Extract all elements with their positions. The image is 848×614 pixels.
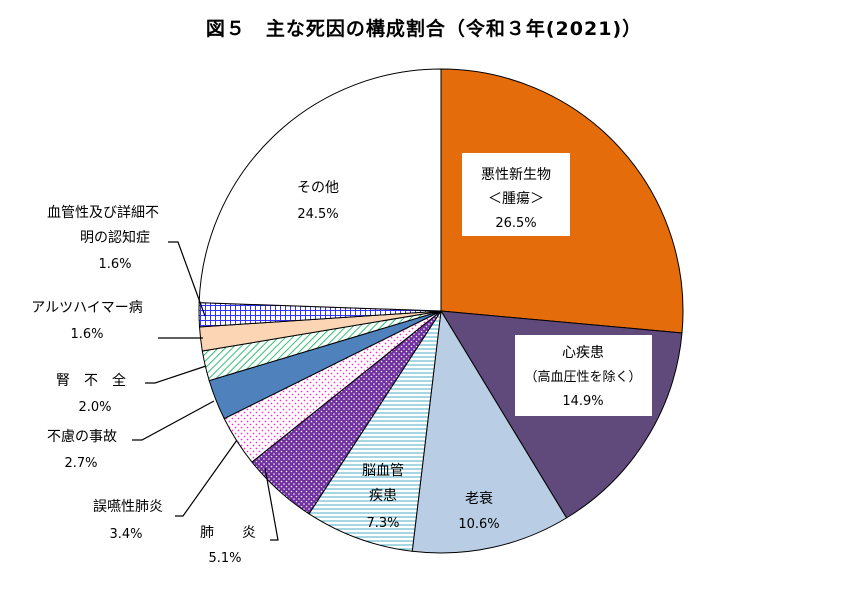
slice-value-stroke: 7.3% (366, 516, 399, 531)
slice-value-alzheimer: 1.6% (70, 327, 103, 342)
pie-slice-stroke (308, 310, 442, 552)
slice-label-other: その他 (297, 180, 339, 196)
slice-label-pneumonia: 肺 炎 (200, 525, 256, 541)
chart-title: 図５ 主な死因の構成割合（令和３年(2021)） (205, 18, 643, 40)
slice-value-pneumonia: 5.1% (208, 551, 241, 566)
slice-value-heart: 14.9% (562, 394, 603, 409)
slice-value-aspiration: 3.4% (109, 527, 142, 542)
slice-label-stroke: 脳血管 (362, 463, 404, 479)
slice-label-senility: 老衰 (465, 490, 493, 507)
slice-value-other: 24.5% (297, 207, 338, 222)
slice-label-dementia-sub: 明の認知症 (80, 229, 150, 246)
slice-label-stroke-sub: 疾患 (369, 488, 397, 504)
slice-label-cancer: 悪性新生物 (481, 167, 551, 183)
slice-label-cancer-sub: ＜腫瘍＞ (488, 190, 544, 207)
slice-value-kidney: 2.0% (78, 400, 111, 415)
slice-value-cancer: 26.5% (495, 216, 536, 231)
slice-label-heart-sub: （高血圧性を除く） (524, 369, 641, 385)
leader-line-kidney (145, 365, 207, 384)
label-box-cancer (462, 153, 570, 236)
slice-value-accident: 2.7% (64, 456, 97, 471)
leader-line-aspiration (175, 439, 238, 517)
pie-slice-senility (411, 309, 568, 554)
slice-label-kidney: 腎 不 全 (56, 372, 126, 389)
slice-label-dementia: 血管性及び詳細不 (47, 205, 159, 221)
slice-label-accident: 不慮の事故 (47, 429, 117, 445)
leader-line-pneumonia (264, 467, 279, 541)
slice-label-aspiration: 誤嚥性肺炎 (93, 499, 163, 515)
slice-label-heart: 心疾患 (562, 345, 604, 361)
slice-value-senility: 10.6% (458, 517, 499, 532)
label-box-heart (515, 335, 652, 416)
pie-slice-other (198, 68, 442, 312)
slice-label-alzheimer: アルツハイマー病 (31, 300, 143, 316)
leader-line-accident (132, 400, 215, 441)
leader-line-dementia (168, 241, 206, 317)
slice-value-dementia: 1.6% (98, 257, 131, 272)
